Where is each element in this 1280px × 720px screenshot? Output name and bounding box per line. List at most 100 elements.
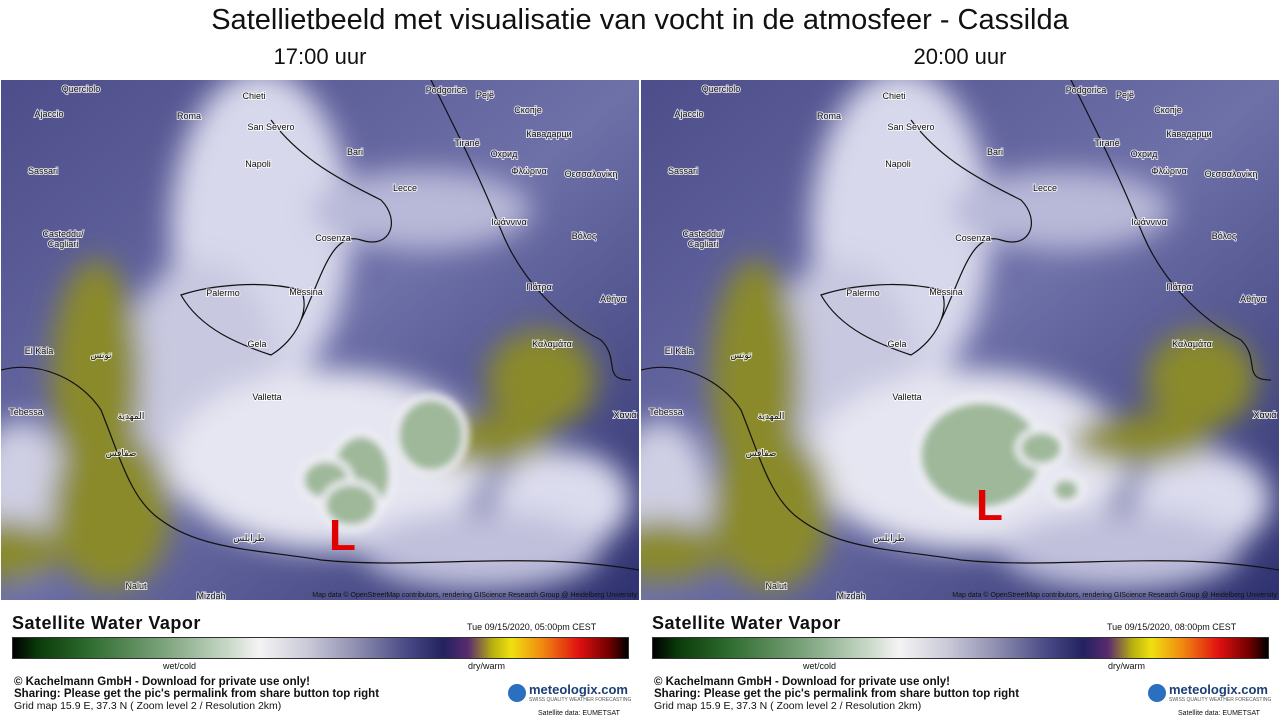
city-label: صفاقس <box>106 448 137 458</box>
coastline <box>820 119 1032 356</box>
city-label: Napoli <box>885 159 911 169</box>
city-label: Casteddu/ <box>682 229 724 239</box>
cloud <box>311 170 531 250</box>
satellite-source: Satellite data: EUMETSAT <box>1178 710 1260 717</box>
satellite-source: Satellite data: EUMETSAT <box>538 710 620 717</box>
city-label: Tebessa <box>9 407 43 417</box>
city-label: Messina <box>929 287 963 297</box>
cloud-core <box>1054 480 1078 500</box>
city-label: Pejë <box>476 90 494 100</box>
dry-area <box>51 430 171 590</box>
city-label: Αθήνα <box>600 294 626 304</box>
city-label: Φλώρινα <box>1151 166 1186 176</box>
dry-area <box>711 430 831 590</box>
city-label: El Kala <box>665 346 694 356</box>
wet-label: wet/cold <box>163 661 197 671</box>
city-label: Φλώρινα <box>511 166 546 176</box>
low-pressure-marker: L <box>329 511 356 560</box>
city-label: Palermo <box>206 288 240 298</box>
city-label: Chieti <box>882 91 905 101</box>
city-label: Palermo <box>846 288 880 298</box>
color-scale <box>652 637 1269 659</box>
copyright: © Kachelmann GmbH - Download for private… <box>654 676 951 688</box>
city-label: Nalut <box>765 581 787 591</box>
city-label: Ajaccio <box>34 109 63 119</box>
city-label: تونس <box>730 350 752 360</box>
city-label: تونس <box>90 350 112 360</box>
grid-info: Grid map 15.9 E, 37.3 N ( Zoom level 2 /… <box>14 700 282 712</box>
city-label: Θεσσαλονίκη <box>1205 169 1258 179</box>
city-label: Кавадарци <box>1166 129 1211 139</box>
city-label: Tiranë <box>454 138 479 148</box>
satellite-map: Querciolo Ajaccio Roma Chieti Podgorica Pejë С… <box>1 80 639 600</box>
city-label: طرابلس <box>233 533 265 543</box>
dry-label: dry/warm <box>1108 661 1146 671</box>
brand-tagline: SWISS QUALITY WEATHER FORECASTING <box>1169 697 1272 703</box>
grid-info: Grid map 15.9 E, 37.3 N ( Zoom level 2 /… <box>654 700 922 712</box>
cloud-core <box>326 485 376 525</box>
cloud <box>1001 510 1241 590</box>
city-label: Скопје <box>1154 105 1181 115</box>
dry-label: dry/warm <box>468 661 506 671</box>
city-label: Lecce <box>1033 183 1057 193</box>
city-label: Bari <box>347 147 363 157</box>
city-label: Messina <box>289 287 323 297</box>
city-label: Βόλος <box>572 231 597 241</box>
copyright: © Kachelmann GmbH - Download for private… <box>14 676 311 688</box>
city-label: Mizdah <box>836 591 865 600</box>
city-label: Кавадарци <box>526 129 571 139</box>
city-label: صفاقس <box>746 448 777 458</box>
city-label: Πάτρα <box>526 282 552 292</box>
city-label: Cosenza <box>955 233 991 243</box>
city-label: Bari <box>987 147 1003 157</box>
panel-time: 17:00 uur <box>273 44 367 69</box>
city-label: Mizdah <box>196 591 225 600</box>
panel-time: 20:00 uur <box>913 44 1007 69</box>
dry-area <box>486 330 596 430</box>
map-credit: Map data © OpenStreetMap contributors, r… <box>312 591 637 599</box>
city-label: San Severo <box>887 122 934 132</box>
city-label: Ιωάννινα <box>491 217 526 227</box>
city-label: Podgorica <box>1066 85 1107 95</box>
city-label: المهدية <box>758 411 785 421</box>
city-label: Gela <box>887 339 906 349</box>
city-label: Napoli <box>245 159 271 169</box>
page-title: Satellietbeeld met visualisatie van voch… <box>211 4 1069 36</box>
wet-label: wet/cold <box>803 661 837 671</box>
city-label: Nalut <box>125 581 147 591</box>
city-label: Lecce <box>393 183 417 193</box>
moist-cores <box>298 394 469 531</box>
cloud-core <box>1021 433 1061 463</box>
city-label: Охрид <box>1131 149 1158 159</box>
city-label: Θεσσαλονίκη <box>565 169 618 179</box>
city-label: Πάτρα <box>1166 282 1192 292</box>
city-label: Cagliari <box>688 239 719 249</box>
city-label: Охрид <box>491 149 518 159</box>
city-label: Querciolo <box>702 84 741 94</box>
low-pressure-marker: L <box>976 481 1003 530</box>
brand-tagline: SWISS QUALITY WEATHER FORECASTING <box>529 697 632 703</box>
brand-name: meteologix.com <box>1169 682 1268 697</box>
city-label: Querciolo <box>62 84 101 94</box>
legend-title: Satellite Water Vapor <box>12 613 201 633</box>
city-label: Αθήνα <box>1240 294 1266 304</box>
dry-area <box>641 520 721 580</box>
sharing-note: Sharing: Please get the pic's permalink … <box>14 688 380 700</box>
city-label: Скопје <box>514 105 541 115</box>
dry-area <box>1 520 61 580</box>
cloud <box>951 170 1171 250</box>
brand-logo <box>508 684 526 702</box>
legend-timestamp: Tue 09/15/2020, 08:00pm CEST <box>1107 622 1237 632</box>
city-label: Sassari <box>28 166 58 176</box>
city-label: Chieti <box>242 91 265 101</box>
coastline <box>641 80 1279 571</box>
coastline <box>1 80 639 571</box>
coastline <box>180 119 392 356</box>
city-label: Cagliari <box>48 239 79 249</box>
color-scale <box>12 637 629 659</box>
city-label: Pejë <box>1116 90 1134 100</box>
brand-logo <box>1148 684 1166 702</box>
city-label: Ιωάννινα <box>1131 217 1166 227</box>
dry-area <box>1071 415 1211 465</box>
